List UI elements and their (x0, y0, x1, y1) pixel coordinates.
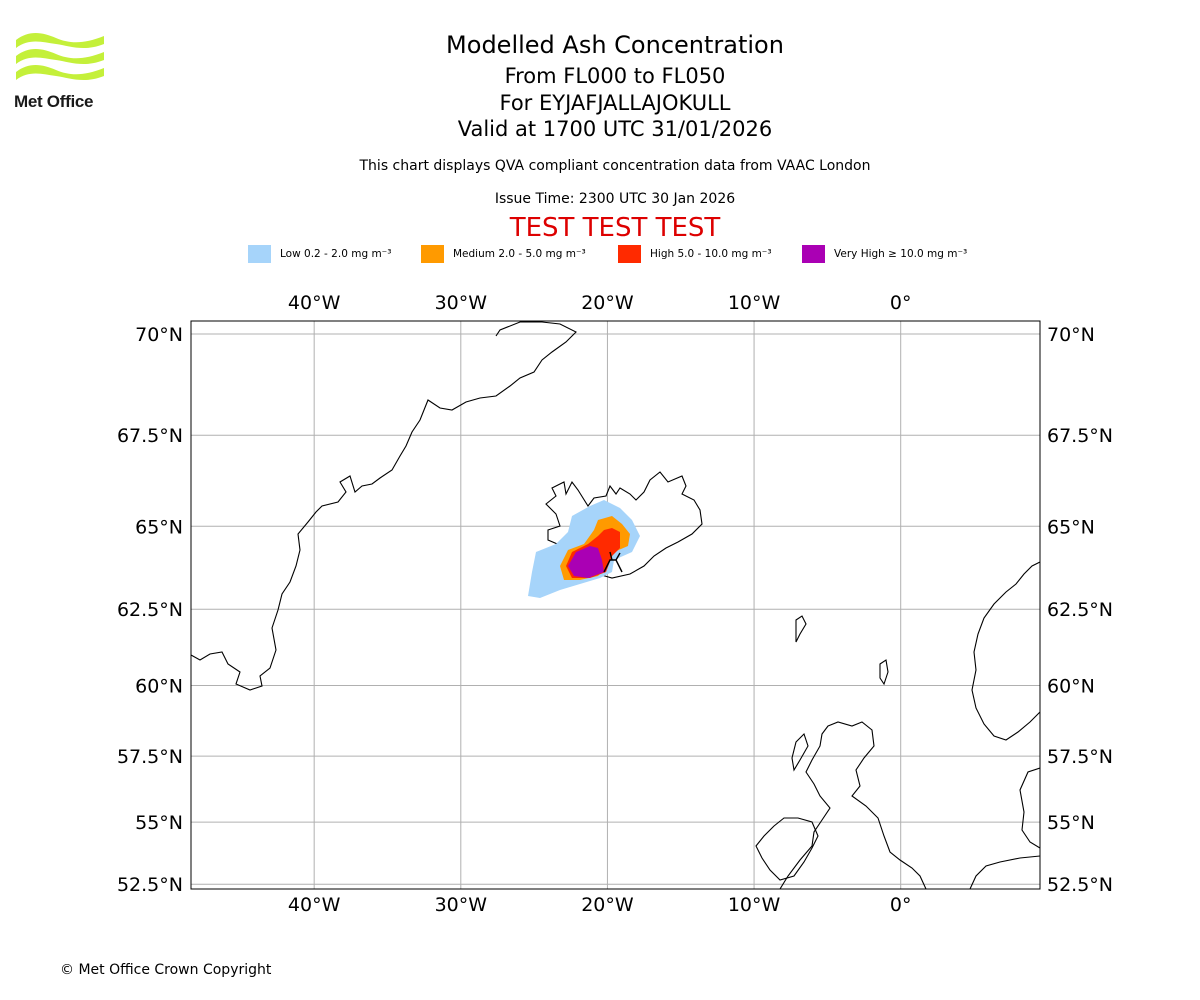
lon-label-bottom: 30°W (435, 894, 488, 916)
hebrides-coast (791, 732, 809, 772)
graticule (191, 321, 1040, 889)
faroe-coast (795, 615, 807, 643)
subtitle: This chart displays QVA compliant concen… (359, 158, 871, 174)
lon-label-bottom: 10°W (728, 894, 781, 916)
legend-label-very-high: Very High ≥ 10.0 mg m⁻³ (834, 248, 968, 260)
chart-title: Modelled Ash Concentration (446, 31, 784, 59)
lat-label-right: 70°N (1047, 324, 1095, 346)
volcano-icon (603, 551, 623, 573)
test-banner: TEST TEST TEST (509, 213, 721, 243)
ash-concentration-layers (528, 500, 640, 598)
lat-label-left: 62.5°N (117, 599, 183, 621)
lat-label-right: 60°N (1047, 675, 1095, 697)
level-range: From FL000 to FL050 (504, 64, 726, 88)
lon-label-top: 30°W (435, 292, 488, 314)
lat-label-left: 60°N (135, 675, 183, 697)
denmark-coast (969, 855, 1040, 889)
legend-swatch-very-high (802, 245, 825, 263)
issue-time: Issue Time: 2300 UTC 30 Jan 2026 (494, 191, 736, 207)
map-frame (190, 320, 1041, 890)
copyright: © Met Office Crown Copyright (60, 962, 272, 978)
axis-labels: 40°W 40°W 30°W 30°W 20°W 20°W 10°W 10°W 0° 0° 70°N… (117, 292, 1113, 916)
met-office-logo: Met Office (14, 30, 114, 112)
lat-label-left: 55°N (135, 812, 183, 834)
lat-label-right: 52.5°N (1047, 874, 1113, 896)
lon-label-bottom: 20°W (581, 894, 634, 916)
legend-label-low: Low 0.2 - 2.0 mg m⁻³ (280, 248, 392, 260)
legend-label-medium: Medium 2.0 - 5.0 mg m⁻³ (453, 248, 586, 260)
volcano-name: For EYJAFJALLAJOKULL (499, 91, 731, 115)
lat-label-right: 57.5°N (1047, 746, 1113, 768)
valid-time: Valid at 1700 UTC 31/01/2026 (457, 117, 773, 141)
lon-label-top: 40°W (288, 292, 341, 314)
legend-label-high: High 5.0 - 10.0 mg m⁻³ (650, 248, 772, 260)
lat-label-right: 55°N (1047, 812, 1095, 834)
logo-text: Met Office (14, 92, 94, 111)
lat-label-right: 65°N (1047, 516, 1095, 538)
britain-coast (779, 721, 927, 889)
legend-item-high: High 5.0 - 10.0 mg m⁻³ (618, 244, 772, 264)
lon-label-top: 10°W (728, 292, 781, 314)
met-office-wave-icon (16, 33, 104, 81)
lon-label-bottom: 0° (890, 894, 912, 916)
legend-item-very-high: Very High ≥ 10.0 mg m⁻³ (802, 244, 967, 264)
scandinavia-coast (1019, 767, 1040, 849)
coastlines (191, 321, 1040, 889)
lat-label-left: 70°N (135, 324, 183, 346)
lon-label-top: 0° (890, 292, 912, 314)
norway-coast (971, 561, 1040, 741)
legend-item-low: Low 0.2 - 2.0 mg m⁻³ (248, 244, 391, 264)
ireland-coast (755, 817, 819, 881)
lat-label-left: 67.5°N (117, 425, 183, 447)
lat-label-right: 62.5°N (1047, 599, 1113, 621)
greenland-coast (191, 321, 577, 691)
lat-label-left: 65°N (135, 516, 183, 538)
legend-item-medium: Medium 2.0 - 5.0 mg m⁻³ (421, 244, 586, 264)
lon-label-bottom: 40°W (288, 894, 341, 916)
lat-label-left: 57.5°N (117, 746, 183, 768)
lon-label-top: 20°W (581, 292, 634, 314)
legend-swatch-low (248, 245, 271, 263)
lat-label-left: 52.5°N (117, 874, 183, 896)
legend-swatch-high (618, 245, 641, 263)
legend: Low 0.2 - 2.0 mg m⁻³ Medium 2.0 - 5.0 mg… (0, 244, 1200, 264)
legend-swatch-medium (421, 245, 444, 263)
shetland-coast (879, 659, 889, 686)
lat-label-right: 67.5°N (1047, 425, 1113, 447)
ash-area-very-high (568, 546, 604, 578)
